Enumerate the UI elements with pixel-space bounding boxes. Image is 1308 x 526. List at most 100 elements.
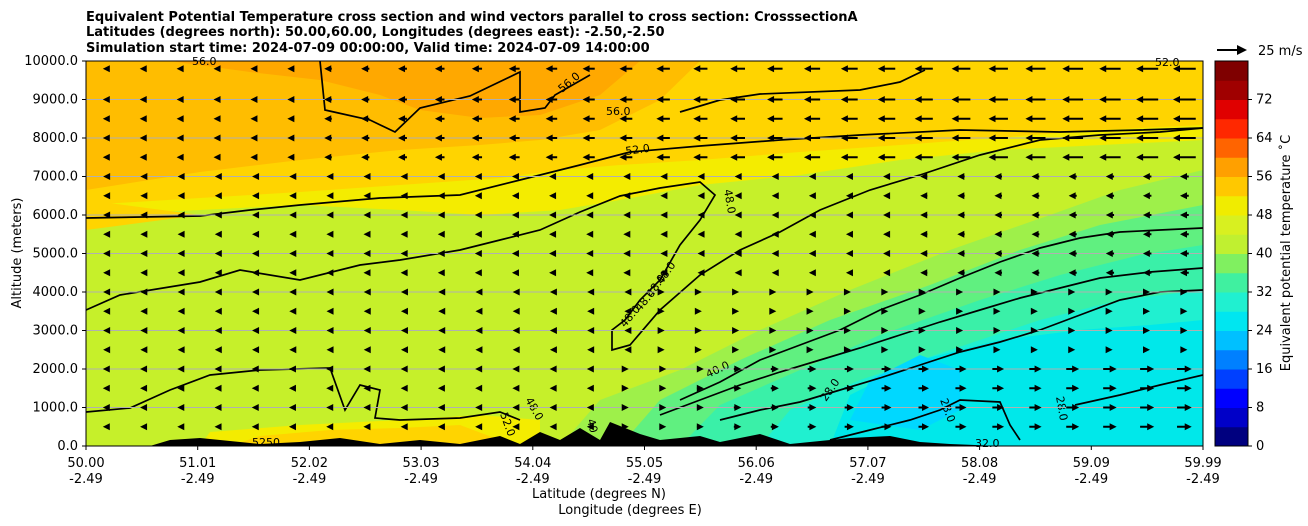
wind-arrow [326, 327, 334, 334]
wind-arrow [363, 192, 371, 200]
wind-arrow [586, 250, 594, 257]
wind-arrow [730, 65, 745, 73]
wind-arrow [920, 250, 928, 257]
wind-arrow [508, 153, 520, 161]
wind-arrow [545, 65, 558, 73]
wind-arrow [844, 423, 854, 431]
wind-arrow [139, 153, 147, 161]
wind-arrow [1068, 288, 1076, 296]
wind-arrow [621, 365, 629, 373]
wind-arrow [1030, 346, 1038, 354]
wind-arrow [806, 288, 814, 296]
wind-arrow [957, 173, 965, 180]
wind-arrow [1180, 346, 1188, 354]
wind-arrow [289, 173, 297, 180]
wind-arrow [252, 288, 260, 296]
wind-arrow [730, 115, 745, 123]
wind-arrow [734, 211, 742, 219]
wind-arrow [656, 96, 670, 103]
wind-arrow [400, 288, 408, 296]
wind-arrow [437, 384, 445, 392]
wind-arrow [1177, 384, 1192, 392]
wind-arrow [1031, 250, 1040, 257]
wind-arrow [771, 211, 779, 219]
wind-arrow [957, 269, 965, 277]
wind-arrow [326, 365, 334, 373]
wind-arrow [437, 404, 445, 411]
wind-arrow [1142, 250, 1152, 257]
wind-arrow [549, 346, 557, 354]
wind-arrow [1140, 384, 1155, 392]
wind-arrow [512, 288, 520, 296]
wind-arrow [549, 192, 557, 200]
wind-arrow [252, 192, 260, 200]
wind-arrow [177, 288, 185, 296]
wind-arrow [400, 173, 408, 180]
wind-arrow [1062, 65, 1084, 73]
wind-arrow [1066, 404, 1080, 411]
wind-arrow [176, 134, 184, 142]
wind-arrow [177, 327, 185, 334]
wind-arrow [140, 211, 148, 219]
colorbar-tick-label: 24 [1256, 324, 1273, 339]
wind-arrow [881, 307, 889, 315]
wind-arrow [730, 153, 745, 161]
x-tick-label-lon: -2.49 [963, 472, 997, 487]
wind-arrow [696, 404, 704, 411]
wind-arrow [363, 384, 371, 392]
colorbar-swatch [1215, 157, 1248, 177]
wind-arrow [438, 346, 446, 354]
x-tick-label-lon: -2.49 [1074, 472, 1108, 487]
colorbar-tick-label: 16 [1256, 362, 1273, 377]
wind-arrow [845, 230, 853, 238]
wind-arrow [250, 153, 258, 161]
wind-arrow [619, 134, 633, 142]
wind-arrow [582, 153, 595, 161]
colorbar-tick-label: 8 [1256, 401, 1264, 416]
x-tick-label-lat: 59.09 [1073, 456, 1110, 471]
wind-arrow [287, 96, 295, 103]
wind-arrow [623, 192, 631, 200]
wind-arrow [139, 134, 147, 142]
wind-arrow [769, 327, 777, 334]
wind-arrow [324, 134, 332, 142]
wind-arrow [1099, 96, 1121, 103]
colorbar-swatch [1215, 99, 1248, 120]
colorbar-swatch [1215, 234, 1248, 254]
wind-arrow [994, 192, 1002, 200]
wind-arrow [803, 115, 821, 123]
wind-arrow [770, 384, 779, 392]
contour-label: 32.0 [975, 437, 1000, 450]
wind-arrow [287, 153, 295, 161]
wind-arrow [252, 327, 260, 334]
wind-arrow [289, 211, 297, 219]
wind-arrow [957, 192, 965, 200]
wind-arrow [176, 153, 184, 161]
wind-arrow [1068, 173, 1077, 180]
wind-arrow [475, 288, 483, 296]
wind-arrow [951, 153, 971, 161]
wind-arrow [549, 384, 557, 392]
wind-arrow [102, 365, 110, 373]
wind-arrow [139, 96, 147, 103]
wind-arrow [660, 269, 668, 277]
wind-arrow [582, 134, 595, 142]
wind-arrow [1105, 230, 1115, 238]
wind-arrow [289, 327, 297, 334]
colorbar-swatch [1215, 80, 1248, 100]
wind-arrow [363, 269, 371, 277]
wind-arrow [363, 288, 371, 296]
wind-arrow [400, 211, 408, 219]
wind-arrow [769, 288, 777, 296]
wind-arrow [102, 115, 110, 123]
wind-arrow [1030, 288, 1038, 296]
colorbar-tick-label: 48 [1256, 208, 1273, 223]
wind-arrow [434, 134, 445, 142]
wind-arrow [956, 346, 964, 354]
x-tick-label-lon: -2.49 [293, 472, 327, 487]
wind-arrow [1143, 346, 1150, 354]
wind-arrow [250, 65, 258, 73]
wind-arrow [214, 307, 222, 315]
wind-arrow [400, 404, 408, 411]
wind-arrow [102, 65, 110, 73]
